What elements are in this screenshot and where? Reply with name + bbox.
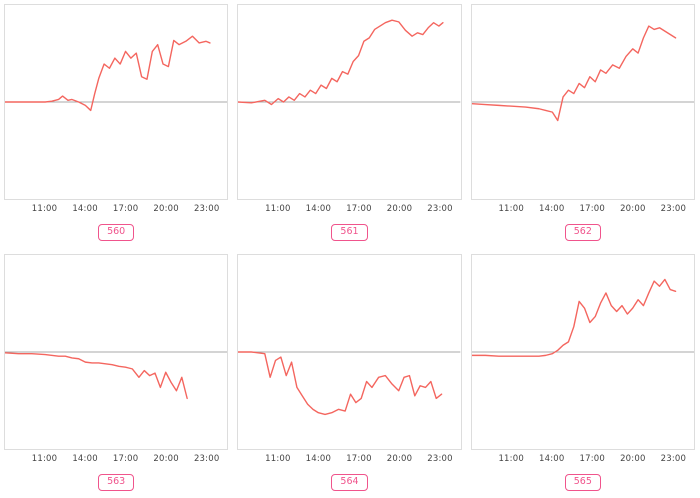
badge-row: 561 xyxy=(237,217,461,244)
line-chart-plot xyxy=(4,254,229,450)
line-chart-plot xyxy=(4,4,229,200)
x-tick-label: 14:00 xyxy=(538,204,565,214)
badge-row: 564 xyxy=(237,467,461,494)
chart-panel: 11:00 14:00 17:00 20:00 23:00 562 xyxy=(470,4,695,244)
x-tick-label: 17:00 xyxy=(112,454,139,464)
x-tick-label: 23:00 xyxy=(660,454,687,464)
x-tick-label: 23:00 xyxy=(193,204,220,214)
x-tick-label: 11:00 xyxy=(31,454,58,464)
x-tick-label: 23:00 xyxy=(427,204,453,214)
charts-grid: 11:00 14:00 17:00 20:00 23:00 560 11:00 14:00… xyxy=(4,4,695,492)
x-tick-label: 17:00 xyxy=(579,204,606,214)
line-chart-plot xyxy=(470,4,695,200)
chart-id-badge[interactable]: 560 xyxy=(98,224,135,241)
x-tick-label: 11:00 xyxy=(31,204,58,214)
x-tick-label: 23:00 xyxy=(427,454,453,464)
x-axis: 11:00 14:00 17:00 20:00 23:00 xyxy=(237,200,461,217)
x-tick-label: 20:00 xyxy=(386,204,413,214)
chart-id-badge[interactable]: 565 xyxy=(564,474,601,491)
chart-panel: 11:00 14:00 17:00 20:00 23:00 565 xyxy=(470,254,695,494)
x-tick-label: 17:00 xyxy=(579,454,606,464)
x-tick-label: 14:00 xyxy=(72,454,98,464)
x-tick-label: 11:00 xyxy=(265,204,291,214)
x-axis: 11:00 14:00 17:00 20:00 23:00 xyxy=(471,450,695,467)
badge-row: 565 xyxy=(471,467,695,494)
x-tick-label: 11:00 xyxy=(265,454,291,464)
x-tick-label: 14:00 xyxy=(538,454,565,464)
badge-row: 560 xyxy=(4,217,228,244)
badge-row: 562 xyxy=(471,217,695,244)
x-tick-label: 20:00 xyxy=(386,454,413,464)
chart-id-badge[interactable]: 563 xyxy=(98,474,135,491)
x-tick-label: 20:00 xyxy=(153,454,179,464)
x-axis: 11:00 14:00 17:00 20:00 23:00 xyxy=(4,200,228,217)
chart-panel: 11:00 14:00 17:00 20:00 23:00 561 xyxy=(237,4,462,244)
x-tick-label: 20:00 xyxy=(620,204,646,214)
chart-id-badge[interactable]: 564 xyxy=(331,474,368,491)
x-tick-label: 14:00 xyxy=(72,204,98,214)
chart-panel: 11:00 14:00 17:00 20:00 23:00 560 xyxy=(4,4,229,244)
x-tick-label: 23:00 xyxy=(193,454,220,464)
x-tick-label: 14:00 xyxy=(305,454,332,464)
line-chart-plot xyxy=(237,4,462,200)
line-chart-plot xyxy=(470,254,695,450)
x-tick-label: 17:00 xyxy=(346,204,372,214)
chart-panel: 11:00 14:00 17:00 20:00 23:00 564 xyxy=(237,254,462,494)
x-tick-label: 20:00 xyxy=(620,454,646,464)
chart-id-badge[interactable]: 561 xyxy=(331,224,368,241)
chart-panel: 11:00 14:00 17:00 20:00 23:00 563 xyxy=(4,254,229,494)
x-axis: 11:00 14:00 17:00 20:00 23:00 xyxy=(471,200,695,217)
chart-id-badge[interactable]: 562 xyxy=(564,224,601,241)
x-tick-label: 11:00 xyxy=(498,454,524,464)
x-tick-label: 11:00 xyxy=(498,204,524,214)
x-tick-label: 20:00 xyxy=(153,204,179,214)
line-chart-plot xyxy=(237,254,462,450)
x-tick-label: 14:00 xyxy=(305,204,332,214)
x-tick-label: 17:00 xyxy=(346,454,372,464)
badge-row: 563 xyxy=(4,467,228,494)
x-axis: 11:00 14:00 17:00 20:00 23:00 xyxy=(4,450,228,467)
x-axis: 11:00 14:00 17:00 20:00 23:00 xyxy=(237,450,461,467)
x-tick-label: 23:00 xyxy=(660,204,687,214)
x-tick-label: 17:00 xyxy=(112,204,139,214)
